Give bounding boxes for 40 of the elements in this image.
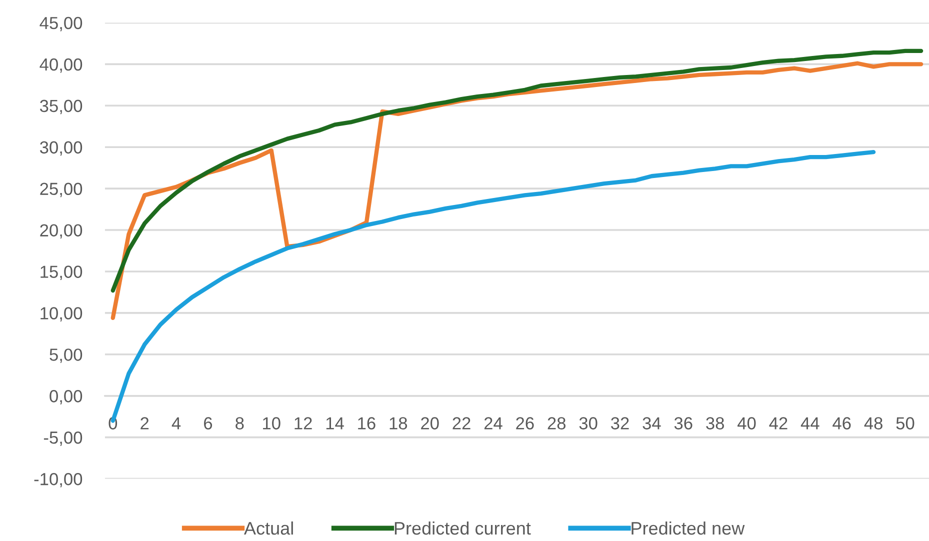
x-tick-label: 18 [390, 417, 408, 430]
x-tick-label: 38 [706, 417, 724, 430]
x-tick-label: 8 [236, 417, 244, 430]
y-tick-label: 20,00 [40, 224, 82, 239]
x-tick-label: 34 [642, 417, 661, 430]
x-tick-label: 20 [421, 417, 439, 430]
y-tick-label: 35,00 [40, 100, 82, 114]
y-tick-label: 5,00 [50, 348, 82, 363]
y-tick-label: -5,00 [44, 431, 82, 446]
legend-label: Actual [244, 521, 293, 535]
y-tick-label: 10,00 [40, 307, 82, 322]
x-tick-label: 16 [358, 417, 376, 430]
x-tick-label: 22 [452, 417, 470, 430]
x-tick-label: 36 [674, 417, 692, 430]
x-tick-label: 50 [896, 417, 914, 430]
x-tick-label: 30 [579, 417, 598, 430]
x-tick-label: 42 [769, 417, 788, 430]
y-tick-label: 40,00 [40, 58, 82, 73]
x-tick-label: 48 [864, 417, 882, 430]
x-tick-label: 24 [484, 417, 502, 430]
x-tick-label: 12 [294, 417, 312, 430]
x-tick-label: 26 [516, 417, 534, 430]
x-tick-label: 32 [611, 417, 629, 430]
x-tick-label: 2 [140, 417, 149, 430]
legend-label: Predicted new [632, 521, 745, 535]
x-tick-label: 46 [832, 417, 851, 430]
x-tick-label: 44 [800, 417, 820, 430]
x-tick-label: 28 [548, 417, 566, 430]
x-tick-label: 4 [172, 417, 181, 430]
y-tick-label: -10,00 [34, 472, 82, 488]
legend-label: Predicted current [394, 521, 531, 535]
y-tick-label: 25,00 [40, 182, 82, 198]
x-tick-label: 14 [326, 417, 344, 430]
y-tick-label: 30,00 [40, 141, 82, 156]
y-tick-label: 45,00 [40, 16, 82, 32]
y-tick-label: 0,00 [50, 390, 82, 404]
x-tick-label: 40 [738, 417, 756, 430]
x-tick-label: 10 [263, 417, 280, 430]
y-tick-label: 15,00 [40, 266, 82, 280]
x-tick-label: 6 [204, 417, 212, 430]
